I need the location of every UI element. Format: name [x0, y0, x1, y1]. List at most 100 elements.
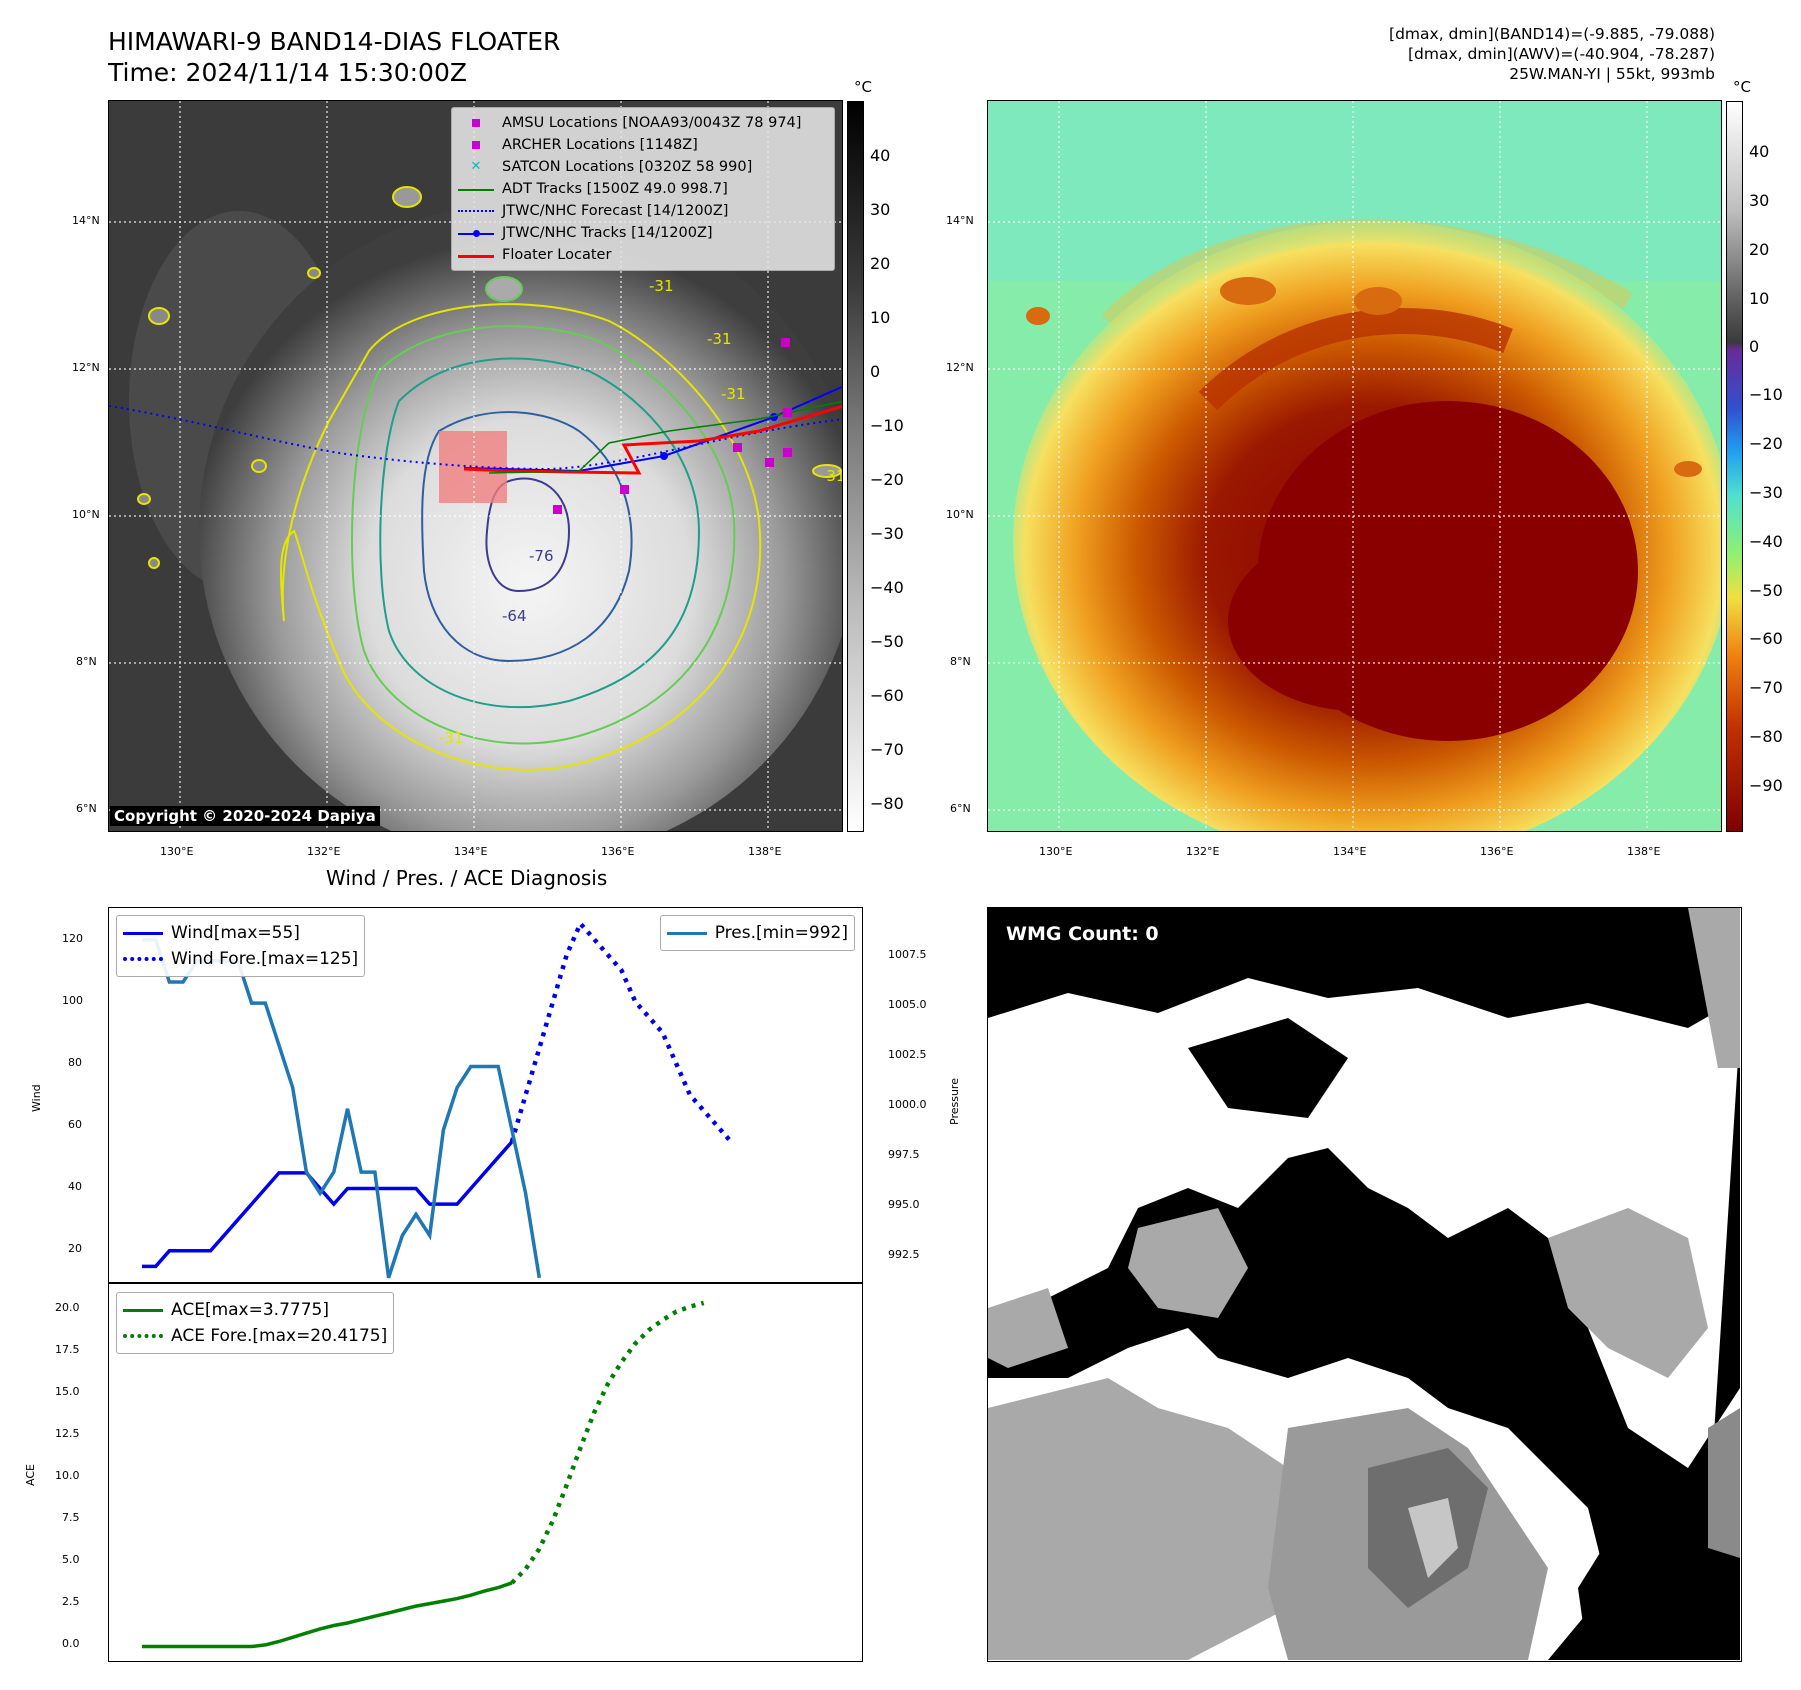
ir-cb-tick: −30	[870, 524, 904, 543]
contour-label: -64	[502, 607, 527, 625]
wind-pres-panel: Wind[max=55] Wind Fore.[max=125] Pres.[m…	[108, 907, 863, 1284]
wind-forecast-line	[509, 919, 733, 1144]
lon-label: 136°E	[601, 845, 635, 858]
ace-tick: 10.0	[55, 1469, 80, 1482]
lon-label: 132°E	[307, 845, 341, 858]
legend-jtwc-tracks: JTWC/NHC Tracks [14/1200Z]	[458, 222, 828, 244]
info-storm: 25W.MAN-YI | 55kt, 993mb	[1509, 65, 1715, 83]
awv-cb-tick: −20	[1749, 434, 1783, 453]
lon-label: 132°E	[1186, 845, 1220, 858]
pressure-line	[142, 937, 542, 1279]
legend-jtwc-forecast: JTWC/NHC Forecast [14/1200Z]	[458, 200, 828, 222]
awv-colorbar-unit: °C	[1733, 78, 1751, 96]
ir-cb-tick: −70	[870, 740, 904, 759]
lon-label: 136°E	[1480, 845, 1514, 858]
pressure-tick: 1007.5	[888, 948, 927, 961]
copyright-label: Copyright © 2020-2024 Dapiya	[110, 806, 380, 826]
wind-tick: 20	[68, 1242, 82, 1255]
ir-cb-tick: −10	[870, 416, 904, 435]
ace-tick: 20.0	[55, 1301, 80, 1314]
legend-wind-forecast: Wind Fore.[max=125]	[123, 946, 358, 972]
awv-map-image	[988, 101, 1721, 831]
pressure-tick: 1002.5	[888, 1048, 927, 1061]
pressure-tick: 1005.0	[888, 998, 927, 1011]
ir-map-legend: AMSU Locations [NOAA93/0043Z 78 974] ARC…	[451, 107, 835, 271]
ace-axis-label: ACE	[24, 1464, 37, 1486]
lat-label: 12°N	[946, 361, 974, 374]
ace-tick: 7.5	[62, 1511, 80, 1524]
lon-label: 138°E	[1627, 845, 1661, 858]
ace-series-group	[142, 1300, 705, 1649]
awv-cb-tick: −10	[1749, 385, 1783, 404]
pressure-tick: 992.5	[888, 1248, 920, 1261]
ace-plot	[142, 1300, 705, 1649]
legend-ace: ACE[max=3.7775]	[123, 1297, 387, 1323]
contour-label: -76	[529, 547, 554, 565]
contour-label: -31	[649, 277, 674, 295]
legend-floater: Floater Locater	[458, 244, 828, 266]
ir-cb-tick: 30	[870, 200, 891, 219]
awv-map-panel	[987, 100, 1722, 832]
awv-cb-tick: −60	[1749, 629, 1783, 648]
awv-cb-tick: 40	[1749, 142, 1770, 161]
wmg-image	[988, 908, 1740, 1660]
ir-map-panel: -31 -31 -31 -31 -76 -64 -31 AMSU Locatio…	[108, 100, 843, 832]
lat-label: 10°N	[72, 508, 100, 521]
ir-colorbar-unit: °C	[854, 78, 872, 96]
legend-pressure: Pres.[min=992]	[666, 920, 848, 946]
lon-label: 134°E	[454, 845, 488, 858]
info-awv-range: [dmax, dmin](AWV)=(-40.904, -78.287)	[1408, 45, 1715, 63]
ir-cb-tick: −60	[870, 686, 904, 705]
awv-cb-tick: −70	[1749, 678, 1783, 697]
lat-label: 14°N	[946, 214, 974, 227]
ace-tick: 2.5	[62, 1595, 80, 1608]
ace-panel: ACE[max=3.7775] ACE Fore.[max=20.4175]	[108, 1282, 863, 1662]
awv-cb-tick: −50	[1749, 581, 1783, 600]
ace-line	[142, 1581, 513, 1649]
figure-title: HIMAWARI-9 BAND14-DIAS FLOATER Time: 202…	[108, 26, 560, 88]
awv-cb-tick: 10	[1749, 289, 1770, 308]
lat-label: 12°N	[72, 361, 100, 374]
contour-label: -31	[707, 330, 732, 348]
contour-blue	[421, 411, 633, 663]
lat-label: 10°N	[946, 508, 974, 521]
contour-label: -31	[439, 729, 464, 747]
wind-line	[142, 1140, 514, 1269]
contour-teal	[379, 357, 701, 709]
contour-green	[351, 325, 736, 745]
lat-label: 6°N	[76, 802, 97, 815]
ir-cb-tick: 10	[870, 308, 891, 327]
wind-legend: Wind[max=55] Wind Fore.[max=125]	[116, 915, 366, 977]
awv-cb-tick: −30	[1749, 483, 1783, 502]
legend-amsu: AMSU Locations [NOAA93/0043Z 78 974]	[458, 112, 828, 134]
title-satellite: HIMAWARI-9 BAND14-DIAS FLOATER	[108, 27, 561, 56]
legend-archer: ARCHER Locations [1148Z]	[458, 134, 828, 156]
lat-label: 14°N	[72, 214, 100, 227]
contour-label: -31	[821, 467, 843, 485]
contour-label: -31	[721, 385, 746, 403]
ace-tick: 0.0	[62, 1637, 80, 1650]
awv-cb-tick: 20	[1749, 240, 1770, 259]
contour-yellow	[280, 303, 762, 771]
awv-cb-tick: −80	[1749, 727, 1783, 746]
wmg-count-label: WMG Count: 0	[1006, 923, 1159, 945]
lon-label: 138°E	[748, 845, 782, 858]
lon-label: 134°E	[1333, 845, 1367, 858]
ace-legend: ACE[max=3.7775] ACE Fore.[max=20.4175]	[116, 1292, 395, 1354]
wind-axis-label: Wind	[30, 1084, 43, 1112]
ir-cb-tick: 40	[870, 146, 891, 165]
ir-cb-tick: 0	[870, 362, 881, 381]
adt-track	[488, 400, 842, 474]
wind-tick: 60	[68, 1118, 82, 1131]
awv-gridlines	[988, 101, 1721, 831]
awv-cb-tick: 30	[1749, 191, 1770, 210]
floater-locater-track	[463, 405, 842, 475]
wmg-panel	[987, 907, 1742, 1662]
info-band14-range: [dmax, dmin](BAND14)=(-9.885, -79.088)	[1389, 25, 1715, 43]
ir-cb-tick: −40	[870, 578, 904, 597]
legend-ace-forecast: ACE Fore.[max=20.4175]	[123, 1323, 387, 1349]
lat-label: 8°N	[76, 655, 97, 668]
ace-forecast-line	[510, 1300, 705, 1585]
ir-cb-tick: −80	[870, 794, 904, 813]
pressure-tick: 1000.0	[888, 1098, 927, 1111]
